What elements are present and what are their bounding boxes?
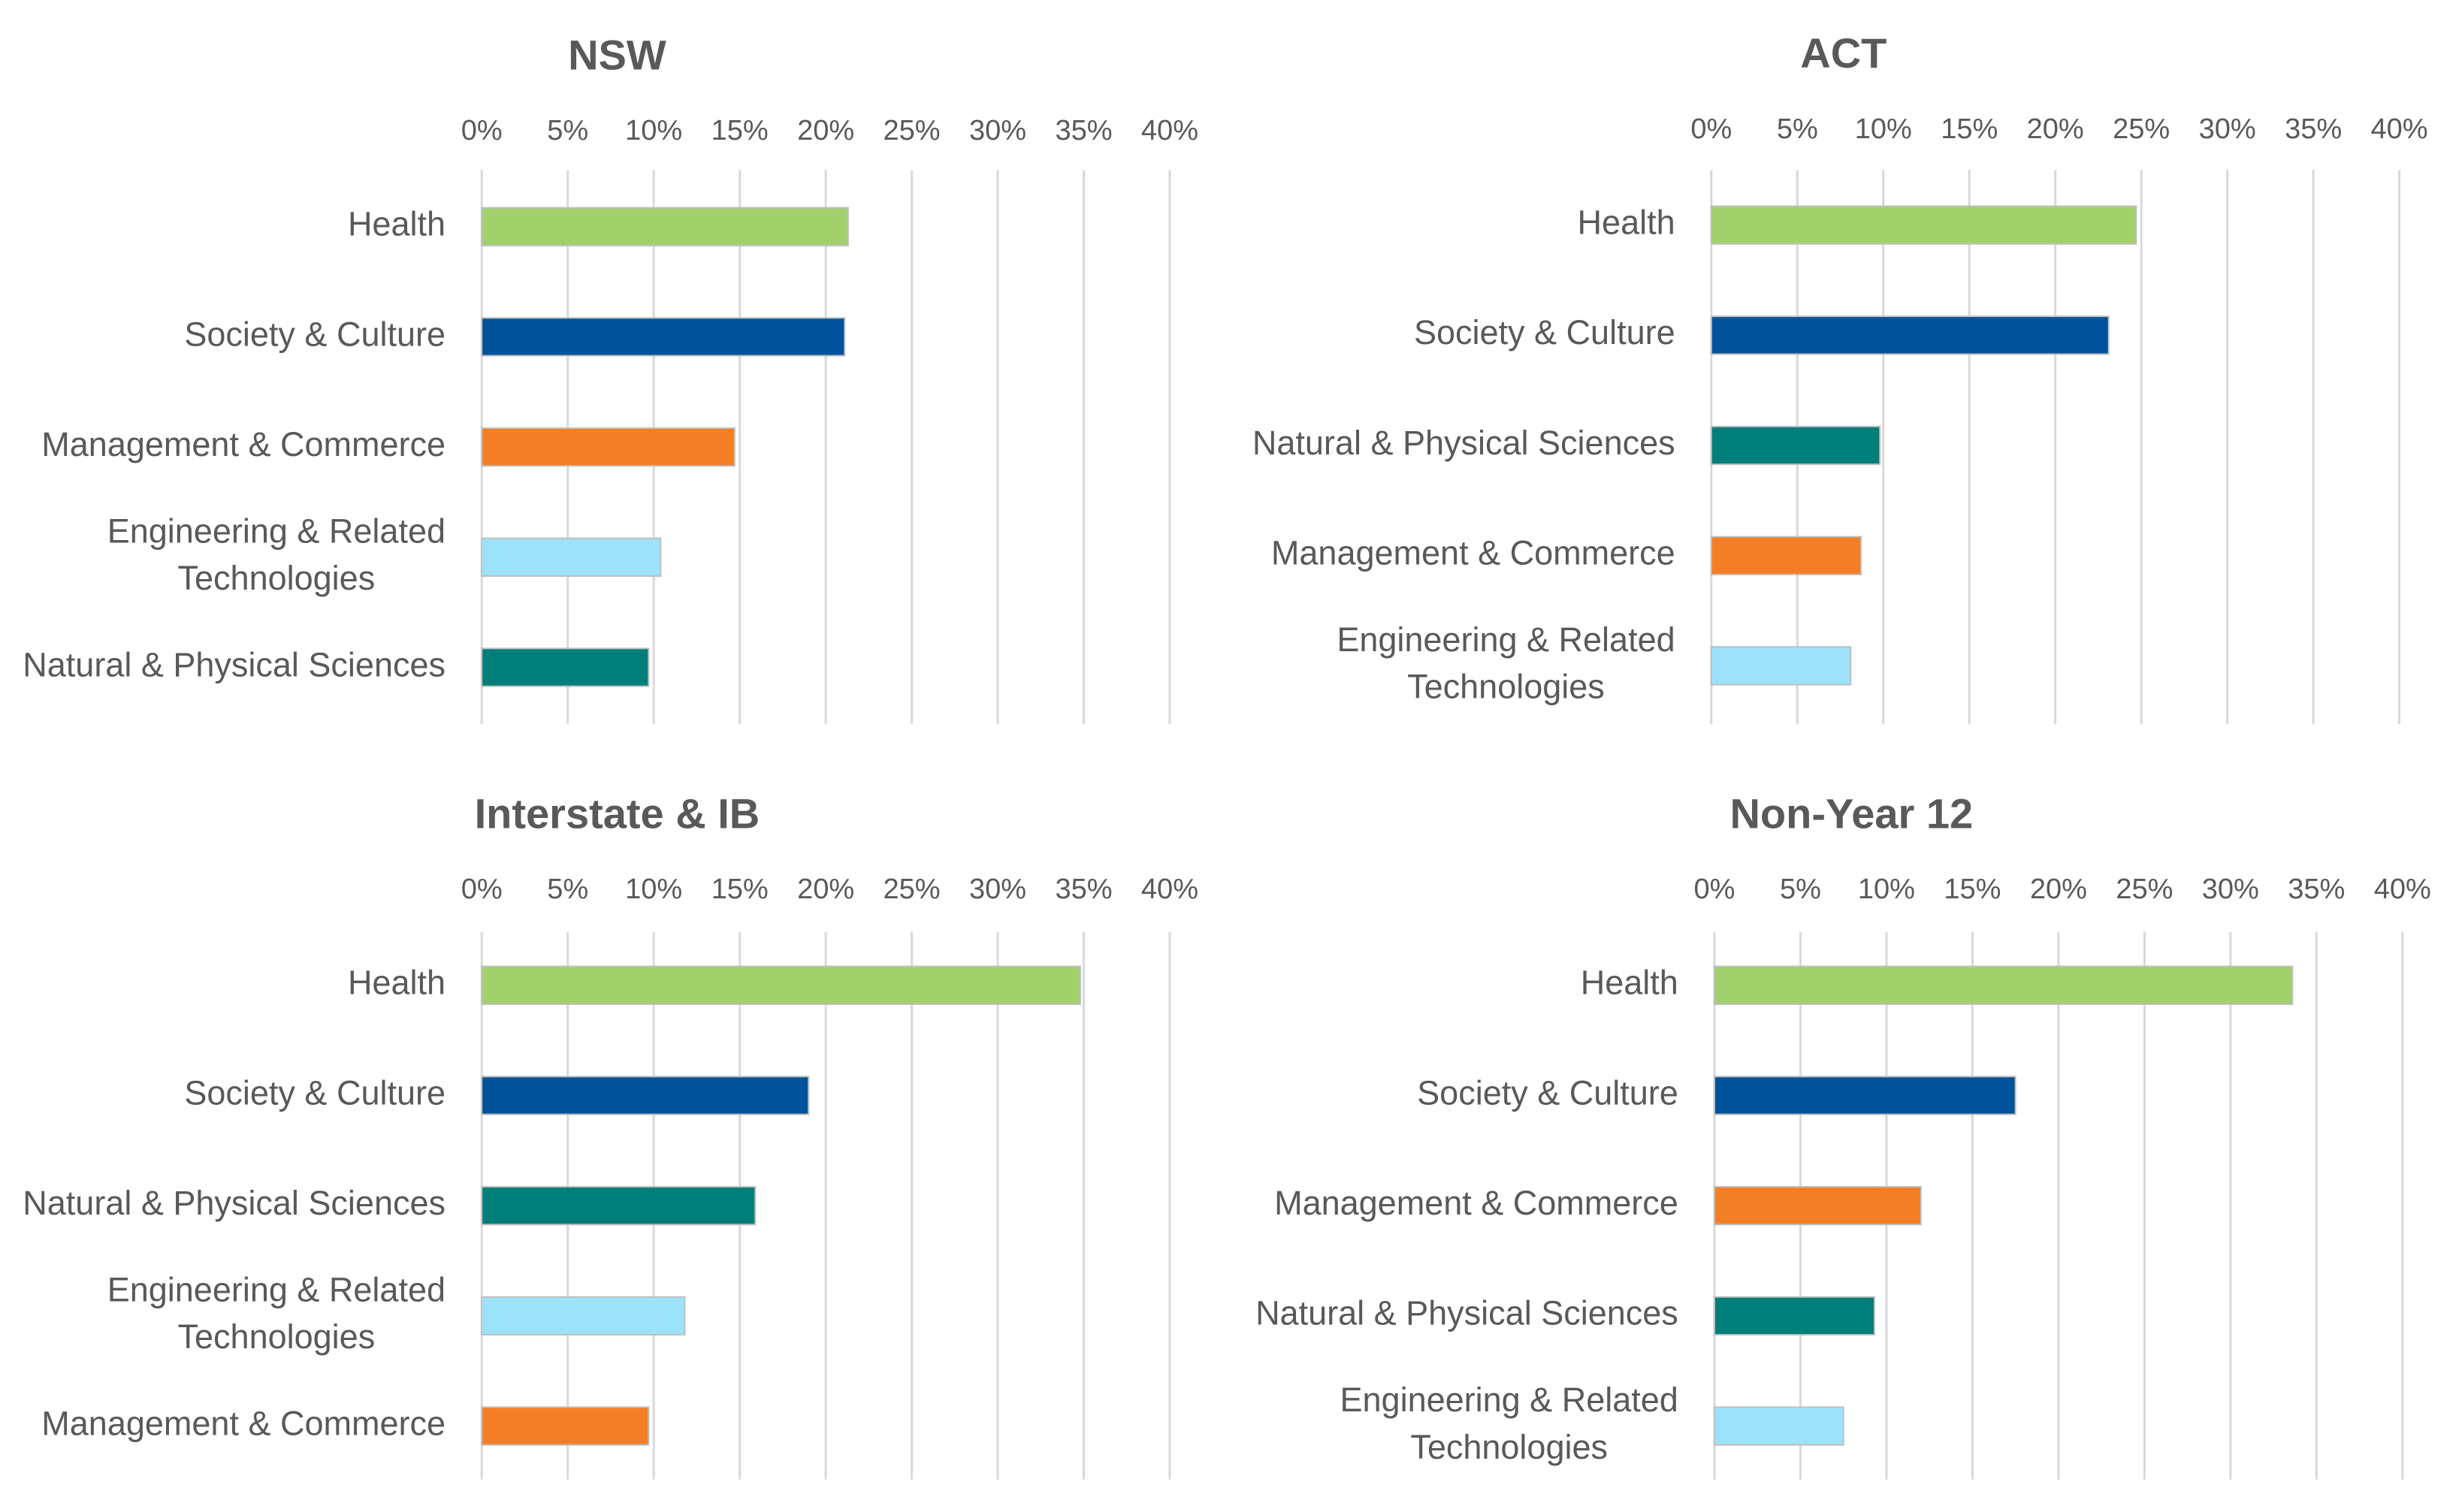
category-label: Management & Commerce [41, 425, 446, 463]
category-label: Technologies [1407, 668, 1605, 706]
x-tick-label: 40% [1141, 115, 1198, 146]
category-label: Technologies [178, 1317, 376, 1356]
category-label: Society & Culture [184, 315, 446, 353]
bar [481, 427, 736, 467]
category-label: Natural & Physical Sciences [1252, 424, 1675, 462]
chart-title: Non-Year 12 [1729, 789, 1973, 837]
bar [481, 1296, 686, 1335]
x-tick-label: 20% [797, 115, 854, 146]
category-label: Engineering & Related [107, 1270, 446, 1308]
category-label: Management & Commerce [1271, 534, 1675, 572]
bar [481, 1186, 757, 1226]
category-label: Technologies [1410, 1428, 1608, 1466]
chart-title: NSW [568, 31, 666, 78]
category-label: Engineering & Related [107, 512, 446, 550]
category-label: Engineering & Related [1340, 1381, 1678, 1419]
category-label: Engineering & Related [1337, 620, 1675, 659]
category-label: Natural & Physical Sciences [23, 1184, 446, 1222]
x-tick-label: 10% [1858, 874, 1915, 905]
x-tick-label: 25% [2113, 113, 2170, 145]
x-tick-label: 15% [711, 874, 769, 905]
x-tick-label: 5% [1777, 113, 1818, 145]
chart-title: ACT [1800, 29, 1887, 77]
bar [481, 647, 650, 687]
bar [1714, 1406, 1844, 1446]
x-tick-label: 15% [711, 115, 769, 146]
bar [481, 1406, 650, 1446]
bar [1710, 646, 1852, 686]
x-tick-label: 25% [2116, 874, 2173, 905]
x-tick-label: 10% [625, 115, 682, 146]
x-tick-label: 40% [2371, 113, 2428, 145]
x-tick-label: 5% [1780, 874, 1821, 905]
x-tick-label: 0% [1694, 874, 1736, 905]
x-tick-label: 15% [1944, 874, 2001, 905]
bar [481, 1076, 810, 1115]
category-label: Society & Culture [184, 1073, 446, 1112]
x-tick-label: 20% [2030, 874, 2087, 905]
chart-panel-4: Non-Year 12 0% 5% 10% 15% 20% 25% 30% 35% 40% Heal… [1255, 789, 2431, 1480]
x-tick-label: 35% [1055, 115, 1112, 146]
category-label: Natural & Physical Sciences [23, 645, 446, 684]
x-tick-label: 10% [625, 874, 682, 905]
bar [481, 207, 849, 246]
bar [1714, 965, 2294, 1005]
x-tick-label: 30% [969, 115, 1026, 146]
chart-panel-2: ACT 0% 5% 10% 15% 20% 25% 30% 35% 40% Health Societ… [1252, 29, 2428, 724]
x-tick-label: 25% [884, 874, 941, 905]
x-tick-label: 35% [2285, 113, 2342, 145]
x-tick-label: 5% [547, 874, 588, 905]
bar [481, 965, 1081, 1005]
category-label: Health [348, 205, 446, 243]
x-tick-label: 35% [2288, 874, 2345, 905]
category-label: Technologies [178, 559, 376, 597]
x-tick-label: 30% [969, 874, 1026, 905]
category-label: Health [1581, 964, 1678, 1002]
bar [1710, 315, 2110, 355]
x-tick-label: 0% [1690, 113, 1732, 145]
category-label: Natural & Physical Sciences [1255, 1294, 1678, 1332]
bar [481, 537, 662, 577]
chart-panel-1: NSW 0% 5% 10% 15% 20% 25% 30% 35% 40% Health Societ… [23, 31, 1198, 724]
bar [1710, 205, 2137, 245]
x-tick-label: 40% [1141, 874, 1198, 905]
bar [1710, 536, 1862, 575]
x-tick-label: 35% [1055, 874, 1112, 905]
x-tick-label: 30% [2199, 113, 2256, 145]
chart-title: Interstate & IB [475, 789, 760, 837]
category-label: Society & Culture [1417, 1073, 1678, 1112]
x-tick-label: 0% [461, 874, 503, 905]
x-tick-label: 0% [461, 115, 503, 146]
x-tick-label: 20% [2027, 113, 2084, 145]
category-label: Society & Culture [1414, 313, 1675, 352]
chart-panel-3: Interstate & IB 0% 5% 10% 15% 20% 25% 30% 35% 40%… [23, 789, 1198, 1480]
bar [1710, 425, 1881, 466]
x-tick-label: 40% [2374, 874, 2431, 905]
bar [1714, 1186, 1922, 1226]
x-tick-label: 20% [797, 874, 854, 905]
x-tick-label: 10% [1855, 113, 1912, 145]
x-tick-label: 30% [2202, 874, 2259, 905]
category-label: Health [348, 964, 446, 1002]
category-label: Management & Commerce [41, 1404, 446, 1442]
bar [1714, 1296, 1875, 1335]
x-tick-label: 25% [884, 115, 941, 146]
category-label: Management & Commerce [1274, 1184, 1678, 1222]
x-tick-label: 15% [1941, 113, 1998, 145]
bar [481, 317, 846, 357]
category-label: Health [1578, 204, 1675, 242]
bar [1714, 1076, 2016, 1115]
x-tick-label: 5% [547, 115, 588, 146]
